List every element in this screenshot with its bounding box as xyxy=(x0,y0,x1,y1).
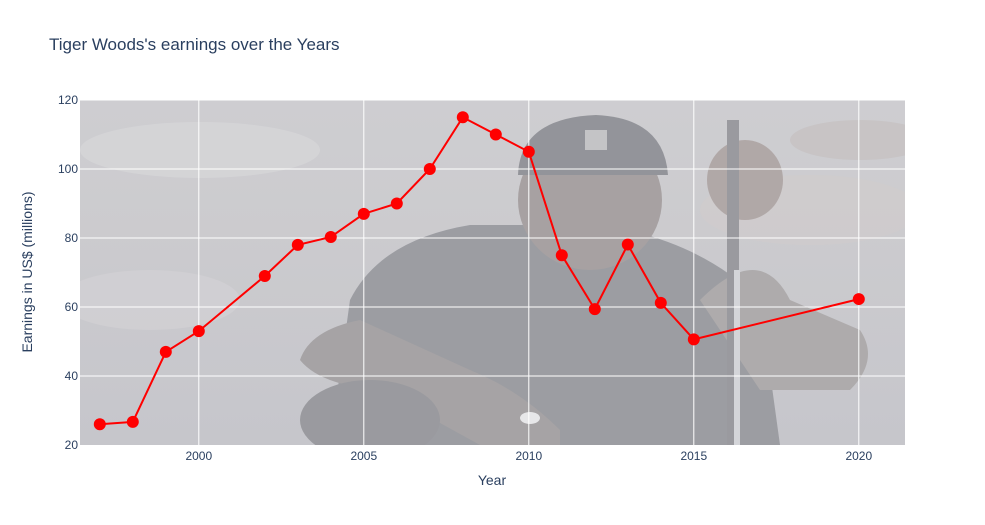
data-point xyxy=(93,418,106,431)
x-tick-label: 2005 xyxy=(350,449,377,463)
grid-lines xyxy=(80,99,905,445)
data-point xyxy=(852,293,865,306)
y-tick-label: 40 xyxy=(65,369,79,383)
data-point xyxy=(126,415,139,428)
x-tick-label: 2015 xyxy=(680,449,707,463)
data-point xyxy=(357,207,370,220)
data-point xyxy=(654,296,667,309)
data-point xyxy=(621,238,634,251)
data-point xyxy=(687,333,700,346)
data-point xyxy=(489,128,502,141)
data-point xyxy=(423,163,436,175)
data-point xyxy=(159,345,172,358)
y-tick-label: 100 xyxy=(58,162,78,176)
data-point xyxy=(555,249,568,262)
data-point xyxy=(258,269,271,282)
y-tick-label: 80 xyxy=(65,231,79,245)
data-point xyxy=(192,325,205,338)
y-axis: 20 40 60 80 100 120 xyxy=(58,93,78,452)
x-tick-label: 2010 xyxy=(515,449,542,463)
background-photo xyxy=(80,100,905,445)
x-axis-title: Year xyxy=(478,472,507,488)
y-tick-label: 20 xyxy=(65,438,79,452)
data-point xyxy=(588,303,601,316)
x-tick-label: 2020 xyxy=(845,449,872,463)
y-axis-title: Earnings in US$ (millions) xyxy=(19,191,35,352)
data-point xyxy=(456,111,469,124)
data-point xyxy=(522,145,535,158)
x-tick-label: 2000 xyxy=(185,449,212,463)
data-point xyxy=(324,230,337,243)
chart-title: Tiger Woods's earnings over the Years xyxy=(49,35,340,54)
y-tick-label: 60 xyxy=(65,300,79,314)
data-point xyxy=(390,197,403,210)
data-point xyxy=(291,238,304,251)
x-axis: 2000 2005 2010 2015 2020 xyxy=(185,449,872,463)
y-tick-label: 120 xyxy=(58,93,78,107)
earnings-series xyxy=(93,111,865,431)
